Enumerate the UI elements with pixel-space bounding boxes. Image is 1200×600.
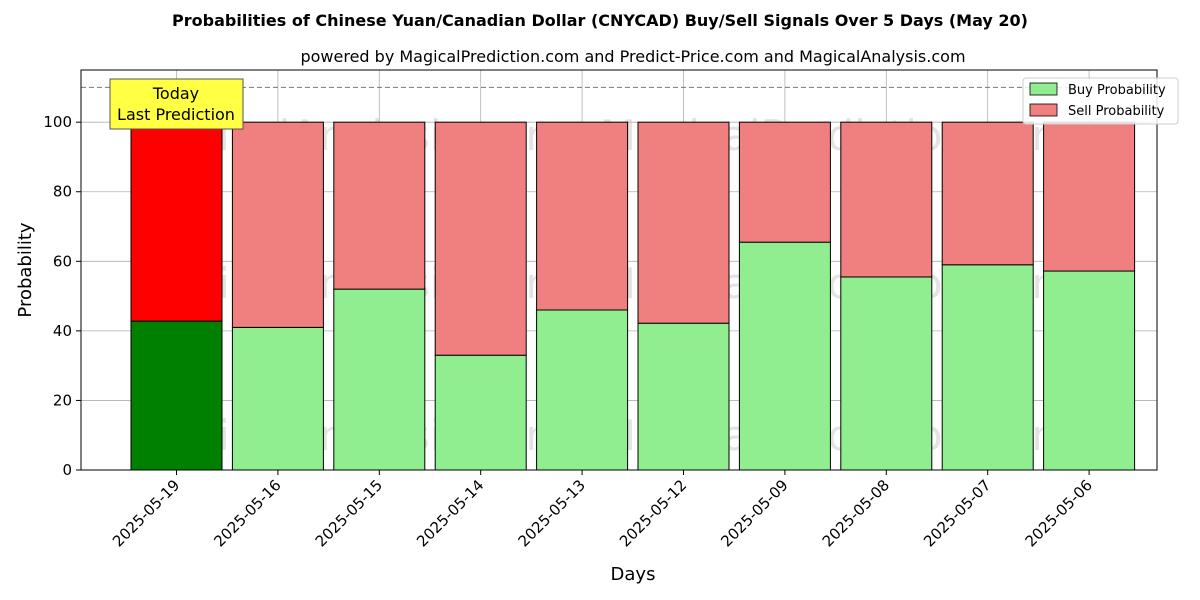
y-tick-label: 20 bbox=[53, 391, 72, 409]
bar-sell bbox=[536, 121, 629, 311]
legend: Buy Probability Sell Probability bbox=[1022, 77, 1179, 125]
x-tick-label: 2025-05-15 bbox=[312, 476, 386, 550]
y-axis-label: Probability bbox=[15, 222, 36, 317]
plot-frame bbox=[80, 69, 1158, 471]
bar-sell bbox=[637, 121, 730, 324]
bar-buy bbox=[941, 264, 1034, 471]
y-ticks: 0 20 40 60 80 100 bbox=[43, 113, 81, 479]
legend-swatch-buy bbox=[1029, 82, 1058, 96]
bar-sell bbox=[434, 121, 527, 356]
y-tick-label: 0 bbox=[62, 461, 72, 479]
annotation-line2: Last Prediction bbox=[117, 105, 235, 124]
bar-buy bbox=[738, 241, 831, 471]
bar-buy bbox=[637, 322, 730, 471]
bar-buy bbox=[1043, 270, 1136, 471]
x-tick-label: 2025-05-07 bbox=[920, 476, 994, 550]
x-tick-label: 2025-05-09 bbox=[717, 476, 791, 550]
x-ticks: 2025-05-19 2025-05-16 2025-05-15 2025-05-14… bbox=[109, 470, 1096, 550]
x-tick-label: 2025-05-14 bbox=[413, 476, 487, 550]
x-tick-label: 2025-05-19 bbox=[109, 476, 183, 550]
y-tick-label: 40 bbox=[53, 322, 72, 340]
chart-subtitle: powered by MagicalPrediction.com and Pre… bbox=[300, 47, 965, 66]
legend-label-buy: Buy Probability bbox=[1068, 83, 1166, 98]
x-tick-label: 2025-05-12 bbox=[616, 476, 690, 550]
bar-sell bbox=[130, 121, 223, 322]
bar-buy bbox=[434, 354, 527, 471]
chart-title: Probabilities of Chinese Yuan/Canadian D… bbox=[172, 11, 1028, 30]
bars bbox=[130, 121, 1136, 471]
annotation-box bbox=[109, 78, 244, 130]
y-tick-label: 60 bbox=[53, 252, 72, 270]
legend-frame bbox=[1022, 77, 1179, 125]
bar-buy bbox=[231, 326, 324, 471]
bar-sell bbox=[941, 121, 1034, 266]
bar-sell bbox=[231, 121, 324, 328]
bar-sell bbox=[840, 121, 933, 278]
bar-sell bbox=[738, 121, 831, 243]
bar-sell bbox=[333, 121, 426, 290]
x-tick-label: 2025-05-13 bbox=[515, 476, 589, 550]
x-axis-label: Days bbox=[611, 564, 656, 585]
x-tick-label: 2025-05-06 bbox=[1022, 476, 1096, 550]
legend-label-sell: Sell Probability bbox=[1068, 104, 1165, 119]
x-tick-label: 2025-05-08 bbox=[819, 476, 893, 550]
x-tick-label: 2025-05-16 bbox=[210, 476, 284, 550]
legend-swatch-sell bbox=[1029, 103, 1058, 117]
y-tick-label: 100 bbox=[43, 113, 72, 131]
bar-sell bbox=[1043, 121, 1136, 272]
y-tick-label: 80 bbox=[53, 183, 72, 201]
bar-buy bbox=[840, 276, 933, 471]
today-annotation: Today Last Prediction bbox=[109, 78, 244, 130]
bar-buy bbox=[333, 288, 426, 471]
annotation-line1: Today bbox=[152, 84, 199, 103]
bar-buy bbox=[130, 320, 223, 471]
bar-buy bbox=[536, 309, 629, 471]
